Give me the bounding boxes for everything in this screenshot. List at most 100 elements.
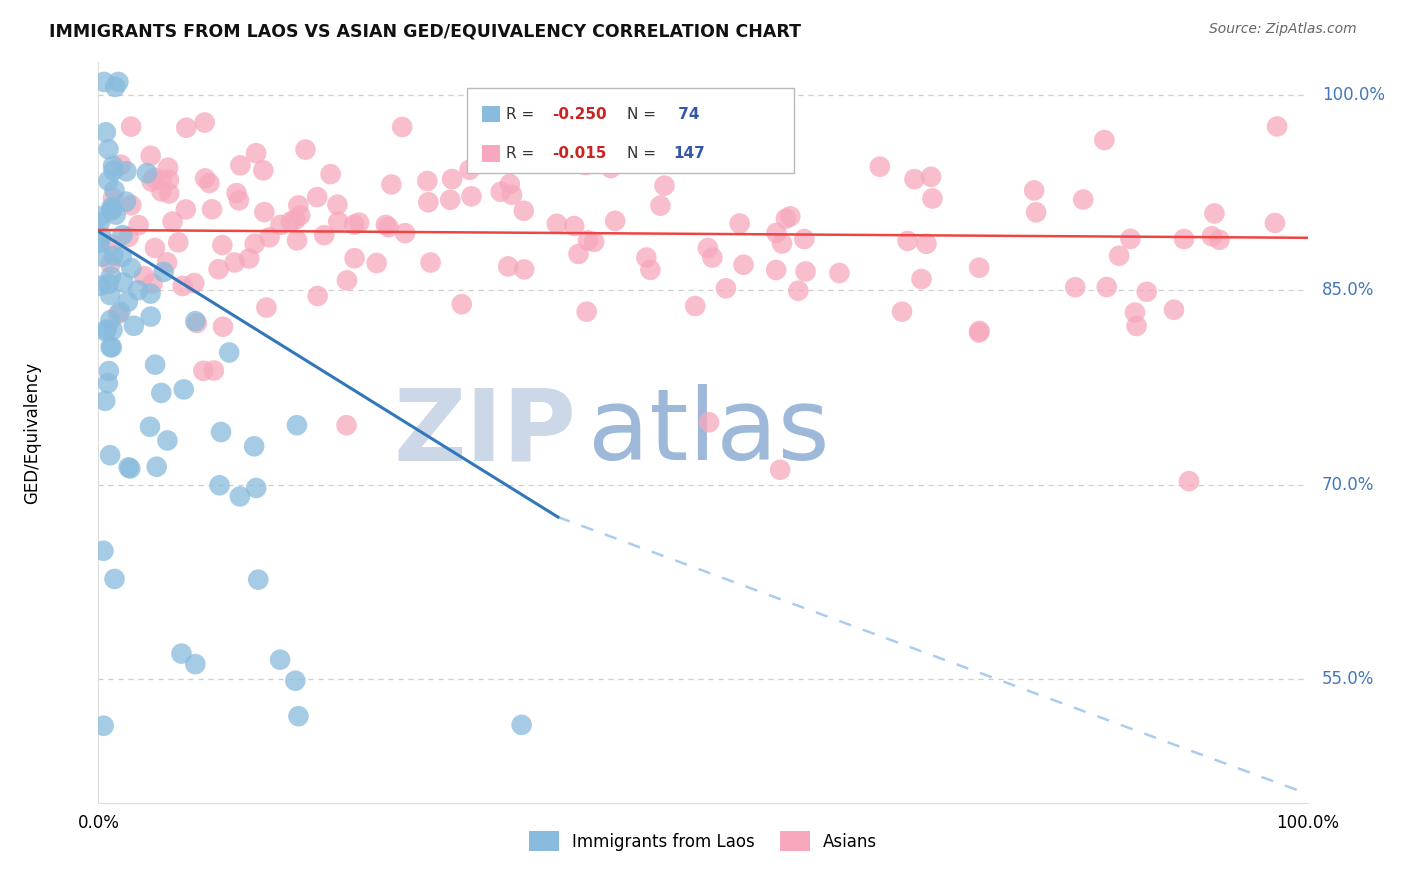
Point bbox=[103, 183, 125, 197]
Point bbox=[683, 299, 706, 313]
Point bbox=[702, 251, 724, 265]
Point bbox=[228, 194, 250, 208]
Point bbox=[1064, 280, 1087, 294]
Point bbox=[143, 241, 166, 255]
Point bbox=[176, 120, 198, 135]
Point bbox=[654, 178, 676, 193]
Point bbox=[117, 460, 139, 475]
Point bbox=[636, 251, 658, 265]
Point bbox=[97, 142, 120, 156]
Point bbox=[103, 249, 125, 263]
Point bbox=[225, 186, 247, 201]
Point bbox=[374, 218, 396, 232]
Point bbox=[245, 146, 267, 161]
Point bbox=[90, 229, 112, 244]
Point bbox=[869, 160, 891, 174]
Point bbox=[967, 260, 990, 275]
Point bbox=[98, 448, 121, 462]
Point bbox=[184, 657, 207, 672]
Point bbox=[193, 364, 215, 378]
Point bbox=[779, 210, 801, 224]
Point bbox=[157, 173, 180, 187]
Point bbox=[173, 383, 195, 397]
Point bbox=[1136, 285, 1159, 299]
Point bbox=[562, 219, 585, 233]
FancyBboxPatch shape bbox=[467, 88, 793, 173]
Point bbox=[127, 283, 149, 297]
Point bbox=[1178, 474, 1201, 488]
Point bbox=[513, 262, 536, 277]
Point bbox=[1265, 120, 1288, 134]
Point bbox=[245, 481, 267, 495]
Point bbox=[513, 203, 536, 218]
Text: 147: 147 bbox=[673, 146, 704, 161]
Point bbox=[117, 294, 139, 309]
Point bbox=[139, 149, 162, 163]
Point bbox=[96, 322, 118, 336]
Point bbox=[143, 358, 166, 372]
Text: IMMIGRANTS FROM LAOS VS ASIAN GED/EQUIVALENCY CORRELATION CHART: IMMIGRANTS FROM LAOS VS ASIAN GED/EQUIVA… bbox=[49, 22, 801, 40]
Point bbox=[139, 419, 162, 434]
Point bbox=[212, 319, 235, 334]
Point bbox=[94, 125, 117, 139]
Point bbox=[441, 172, 464, 186]
Point bbox=[247, 573, 270, 587]
Point bbox=[183, 276, 205, 290]
Text: 70.0%: 70.0% bbox=[1322, 475, 1375, 493]
Point bbox=[697, 415, 720, 429]
Point bbox=[202, 363, 225, 377]
Point bbox=[287, 709, 309, 723]
Point bbox=[141, 175, 163, 189]
Point bbox=[269, 653, 291, 667]
Point bbox=[152, 265, 174, 279]
Point bbox=[224, 255, 246, 269]
Point bbox=[111, 250, 134, 264]
Point bbox=[496, 260, 519, 274]
Legend: Immigrants from Laos, Asians: Immigrants from Laos, Asians bbox=[522, 825, 884, 857]
Point bbox=[162, 214, 184, 228]
Text: 85.0%: 85.0% bbox=[1322, 281, 1375, 299]
Point bbox=[1108, 249, 1130, 263]
Point bbox=[101, 340, 124, 354]
Point bbox=[640, 263, 662, 277]
Point bbox=[172, 279, 194, 293]
Point bbox=[170, 647, 193, 661]
Point bbox=[1264, 216, 1286, 230]
Point bbox=[903, 172, 925, 186]
Point bbox=[100, 269, 122, 284]
Point bbox=[793, 232, 815, 246]
Point bbox=[167, 235, 190, 250]
Point bbox=[243, 236, 266, 251]
Point bbox=[510, 718, 533, 732]
Point bbox=[650, 199, 672, 213]
Point bbox=[765, 263, 787, 277]
Point bbox=[489, 185, 512, 199]
Point bbox=[775, 211, 797, 226]
Point bbox=[307, 289, 329, 303]
Point bbox=[787, 284, 810, 298]
Point bbox=[419, 255, 441, 269]
Text: -0.250: -0.250 bbox=[553, 107, 607, 122]
Point bbox=[307, 190, 329, 204]
Point bbox=[294, 143, 316, 157]
Point bbox=[209, 425, 232, 439]
Point bbox=[143, 170, 166, 185]
Point bbox=[122, 318, 145, 333]
Point bbox=[93, 719, 115, 733]
Point bbox=[107, 307, 129, 321]
Text: GED/Equivalency: GED/Equivalency bbox=[22, 361, 41, 504]
Point bbox=[377, 220, 399, 235]
Point bbox=[259, 230, 281, 244]
Text: 74: 74 bbox=[673, 107, 700, 122]
Point bbox=[897, 234, 920, 248]
Point bbox=[100, 257, 122, 271]
Text: atlas: atlas bbox=[588, 384, 830, 481]
Point bbox=[103, 572, 125, 586]
Point bbox=[728, 217, 751, 231]
Point bbox=[284, 673, 307, 688]
Text: 55.0%: 55.0% bbox=[1322, 671, 1375, 689]
Point bbox=[287, 198, 309, 212]
Point bbox=[326, 197, 349, 211]
Point bbox=[343, 218, 366, 232]
Point bbox=[1163, 302, 1185, 317]
